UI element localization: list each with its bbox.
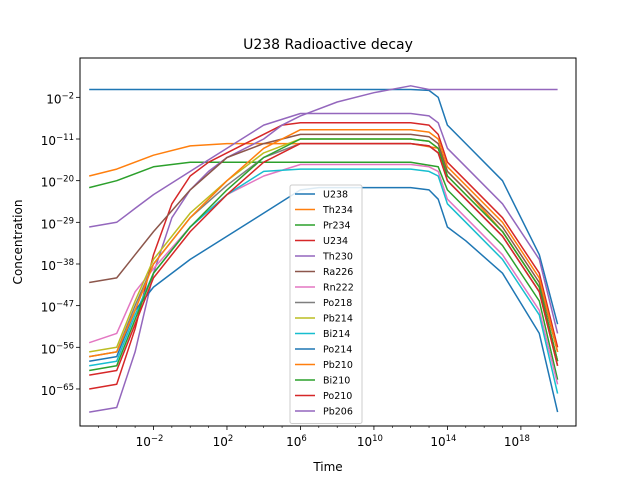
y-tick-label: 10−20 — [41, 175, 74, 190]
legend-label: Pr234 — [323, 221, 351, 232]
legend-label: U234 — [323, 236, 348, 247]
series-line-po210 — [89, 142, 559, 376]
series-line-pr234 — [89, 161, 559, 380]
series-line-bi210 — [89, 138, 559, 372]
legend-label: Rn222 — [323, 283, 354, 294]
legend: U238 Th234 Pr234 U234 Th230 Ra226 Rn222 Po218 Pb… — [289, 184, 363, 424]
y-tick-label: 10−38 — [41, 258, 74, 273]
legend-label: Po218 — [323, 298, 352, 309]
y-tick-label: 10−47 — [41, 300, 74, 315]
series-line-th230 — [89, 85, 558, 413]
legend-label: Pb206 — [323, 407, 353, 418]
legend-label: Pb210 — [323, 360, 353, 371]
series-line-bi214 — [89, 168, 559, 394]
x-tick-label: 1014 — [430, 434, 456, 449]
x-tick-label: 1018 — [504, 434, 530, 449]
y-axis-ticks: 10−65 10−56 10−47 10−38 10−29 10−20 10−11 10−2 — [41, 91, 80, 398]
series-line-ra226 — [89, 133, 559, 353]
axes-frame — [79, 57, 577, 427]
x-tick-label: 106 — [286, 434, 307, 449]
y-tick-label: 10−56 — [41, 341, 74, 356]
legend-label: U238 — [323, 190, 348, 201]
x-tick-label: 10−2 — [136, 434, 164, 449]
y-tick-label: 10−2 — [46, 91, 74, 106]
legend-label: Bi210 — [323, 376, 350, 387]
series-line-pb210 — [89, 128, 559, 358]
legend-label: Ra226 — [323, 267, 353, 278]
chart-title: U238 Radioactive decay — [243, 37, 413, 53]
legend-label: Bi214 — [323, 329, 350, 340]
legend-label: Po210 — [323, 391, 352, 402]
y-tick-label: 10−11 — [41, 133, 74, 148]
y-tick-label: 10−29 — [41, 216, 74, 231]
x-tick-label: 102 — [213, 434, 234, 449]
legend-label: Th234 — [322, 205, 353, 216]
series-line-pb206 — [89, 112, 559, 334]
legend-label: Th230 — [322, 252, 353, 263]
y-tick-label: 10−65 — [41, 383, 74, 398]
x-axis-label: Time — [312, 460, 342, 474]
legend-label: Po214 — [323, 345, 352, 356]
x-axis-ticks: 10−2 102 106 1010 1014 1018 — [98, 426, 558, 449]
series-line-u238 — [89, 88, 559, 325]
legend-label: Pb214 — [323, 314, 353, 325]
y-axis-label: Concentration — [11, 200, 25, 285]
x-tick-label: 1010 — [357, 434, 383, 449]
